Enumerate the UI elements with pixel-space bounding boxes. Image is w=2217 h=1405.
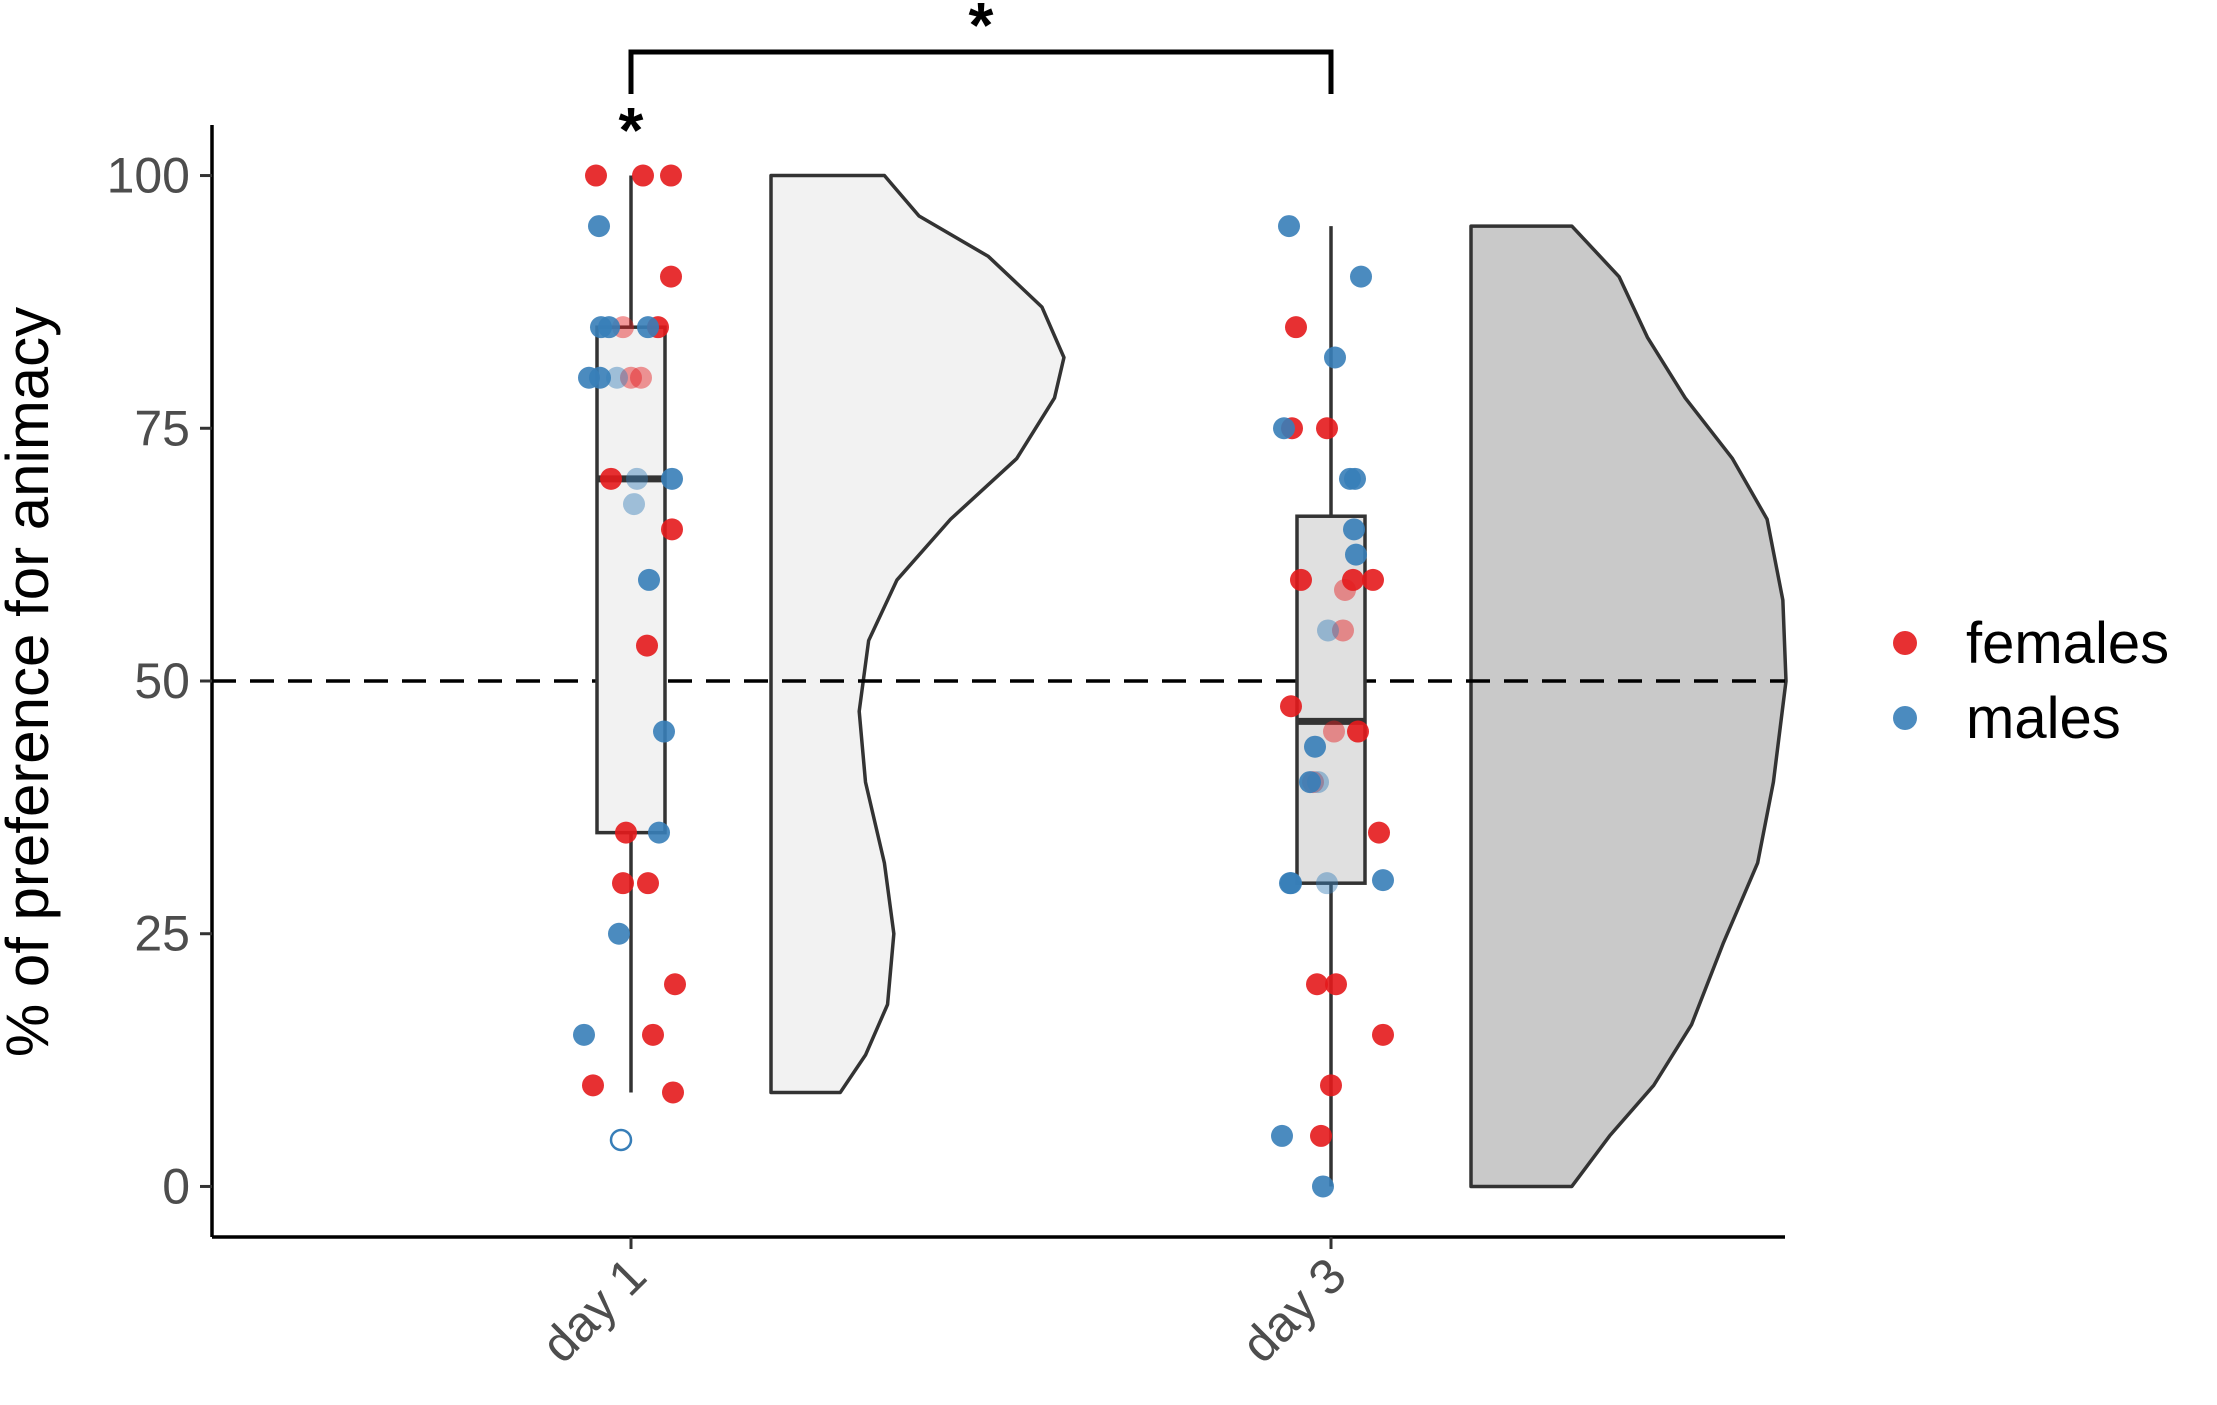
data-point-females	[1280, 695, 1302, 718]
data-point-females	[1310, 1124, 1332, 1147]
data-point-females	[1368, 821, 1390, 844]
data-point-females	[1362, 568, 1384, 591]
data-point-females	[1334, 579, 1356, 602]
data-point-males	[588, 215, 610, 238]
data-point-females	[612, 872, 634, 895]
data-point-males	[1343, 518, 1365, 541]
y-tick-label: 75	[134, 400, 190, 456]
data-point-males	[1317, 619, 1339, 642]
data-point-males	[1372, 869, 1394, 892]
data-point-females	[630, 366, 652, 389]
data-point-females	[585, 164, 607, 187]
data-point-males	[1299, 771, 1321, 794]
data-point-females	[1290, 568, 1312, 591]
data-point-females	[615, 821, 637, 844]
data-point-females	[632, 164, 654, 187]
data-point-females	[664, 973, 686, 996]
data-point-males	[608, 922, 630, 945]
data-point-males	[661, 467, 683, 490]
point-layer	[573, 164, 1394, 1198]
data-point-females	[1323, 720, 1345, 743]
data-point-females	[620, 366, 642, 389]
data-point-males	[598, 316, 620, 339]
y-tick-label: 100	[107, 148, 190, 204]
data-point-females	[1320, 1074, 1342, 1097]
data-point-males	[589, 366, 611, 389]
data-point-males	[638, 568, 660, 591]
y-axis-title: % of preference for animacy	[0, 307, 61, 1057]
data-point-males	[1280, 872, 1302, 895]
data-point-females	[1347, 720, 1369, 743]
legend-label-males: males	[1966, 686, 2121, 751]
data-point-males	[1324, 346, 1346, 369]
data-point-females	[1325, 973, 1347, 996]
y-ticks: 0 25 50 75 100	[107, 148, 212, 1214]
significance-bracket	[628, 49, 1334, 94]
data-point-males	[1345, 543, 1367, 566]
data-point-females	[1316, 417, 1338, 440]
between-days-asterisk: *	[969, 0, 994, 61]
legend-label-females: females	[1966, 611, 2169, 676]
y-tick-label: 0	[162, 1158, 190, 1214]
significance-annotations: **	[619, 0, 1334, 166]
data-point-females	[1306, 973, 1328, 996]
violin-day3	[1469, 224, 1788, 1189]
data-point-females	[1285, 316, 1307, 339]
data-point-males	[653, 720, 675, 743]
legend-swatch-males	[1893, 706, 1917, 730]
data-point-females	[662, 1081, 684, 1104]
legend: females males	[1893, 611, 2169, 751]
data-point-females	[600, 467, 622, 490]
violin-day1	[769, 173, 1066, 1095]
data-point-females	[637, 872, 659, 895]
data-point-males	[573, 1023, 595, 1046]
data-point-females	[582, 1074, 604, 1097]
x-ticks: day 1 day 3	[531, 1237, 1357, 1373]
outlier-point	[609, 1128, 633, 1152]
within-day-asterisk: *	[619, 94, 644, 166]
data-point-males	[1271, 1124, 1293, 1147]
x-tick-label: day 3	[1231, 1247, 1357, 1373]
data-point-males	[648, 821, 670, 844]
data-point-males	[1312, 1175, 1334, 1198]
data-point-females	[1372, 1023, 1394, 1046]
data-point-females	[661, 518, 683, 541]
data-point-females	[660, 164, 682, 187]
data-point-females	[660, 265, 682, 288]
data-point-males	[1273, 417, 1295, 440]
data-point-females	[642, 1023, 664, 1046]
data-point-females	[636, 634, 658, 657]
data-point-males	[637, 316, 659, 339]
data-point-males	[1350, 265, 1372, 288]
data-point-males	[1304, 735, 1326, 758]
data-point-females	[1342, 568, 1364, 591]
data-point-males	[1278, 215, 1300, 238]
legend-swatch-females	[1893, 631, 1917, 655]
data-point-males	[1307, 771, 1329, 794]
data-point-females	[1332, 619, 1354, 642]
y-tick-label: 25	[134, 906, 190, 962]
data-point-males	[1316, 872, 1338, 895]
data-point-males	[1344, 467, 1366, 490]
violin-layer	[769, 173, 1788, 1189]
data-point-males	[626, 467, 648, 490]
data-point-males	[623, 493, 645, 516]
data-point-males	[606, 366, 628, 389]
y-tick-label: 50	[134, 653, 190, 709]
x-tick-label: day 1	[531, 1247, 657, 1373]
